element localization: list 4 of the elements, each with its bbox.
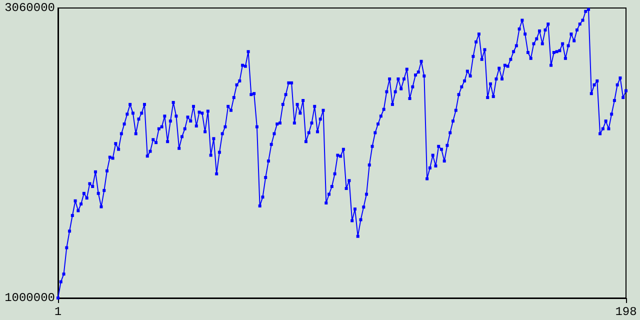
x-tick-label: 1 — [54, 305, 62, 319]
y-tick-label: 3060000 — [4, 1, 55, 15]
y-tick-label: 1000000 — [4, 291, 55, 305]
x-tick-label: 198 — [615, 305, 637, 319]
